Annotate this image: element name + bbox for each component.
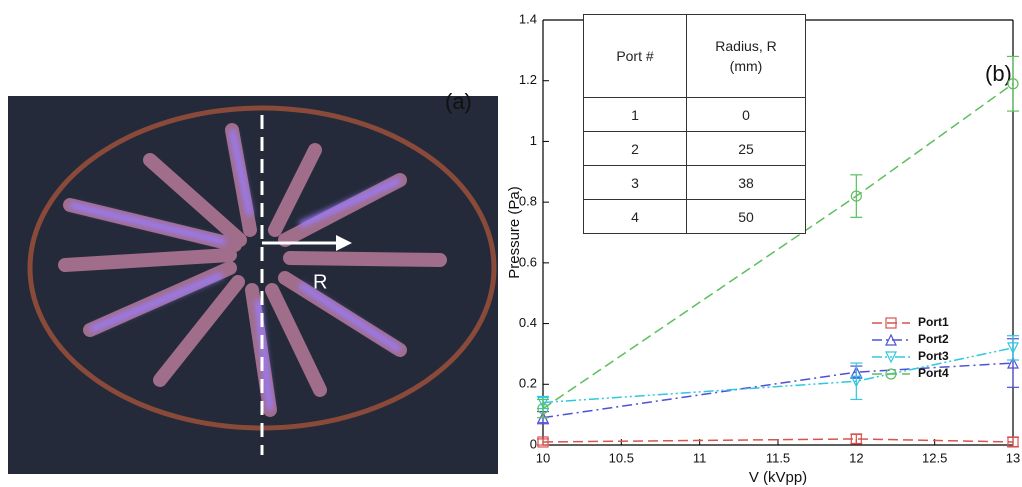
chart: 00.20.40.60.811.21.410 10.5 11 11.5 12 12.5 13… — [506, 11, 1020, 486]
marker — [850, 375, 863, 388]
table-cell: 0 — [686, 97, 806, 132]
series-line — [542, 362, 1014, 419]
legend-label: Port4 — [918, 366, 949, 380]
marker — [537, 436, 549, 448]
port-table: Port # Radius, R (mm) 1 0 2 25 3 38 4 50 — [583, 14, 806, 234]
legend-entry: Port4 — [872, 366, 949, 380]
series-line — [542, 347, 1014, 404]
y-tick-label: 1 — [530, 133, 537, 148]
legend-entry: Port1 — [872, 315, 949, 329]
x-axis-label: V (kVpp) — [749, 469, 807, 486]
x-tick-label: 11 — [693, 450, 707, 465]
radius-arrowhead — [336, 235, 352, 251]
marker — [1007, 356, 1019, 369]
header-text: Radius, R (mm) — [715, 38, 777, 74]
y-tick-label: 0 — [530, 436, 537, 451]
header-cell: Port # — [583, 14, 687, 98]
y-axis-label: Pressure (Pa) — [506, 186, 523, 279]
marker — [537, 396, 549, 409]
table-row: 2 25 — [583, 131, 806, 166]
series — [537, 433, 1019, 448]
x-tick-label: 12 — [849, 450, 863, 465]
marker — [885, 333, 897, 346]
marker — [850, 190, 862, 202]
marker — [1007, 78, 1019, 90]
table-cell: 2 — [583, 131, 687, 166]
plasma-glow — [69, 129, 402, 411]
table-row: 4 50 — [583, 199, 806, 234]
marker — [1007, 436, 1019, 448]
table-cell: 38 — [686, 165, 806, 200]
marker — [1007, 342, 1019, 355]
y-tick-label: 0.4 — [519, 315, 537, 330]
y-tick-label: 1.4 — [519, 11, 537, 26]
table-cell: 4 — [583, 199, 687, 234]
x-tick-label: 11.5 — [766, 450, 790, 465]
error-bar — [537, 398, 549, 419]
error-bar — [850, 362, 863, 401]
marker — [850, 433, 862, 445]
radius-label: R — [313, 271, 327, 293]
table-header: Port # Radius, R (mm) — [583, 14, 806, 98]
y-tick-label: 0.6 — [519, 254, 537, 269]
table-cell: 50 — [686, 199, 806, 234]
table-cell: 25 — [686, 131, 806, 166]
error-bar — [1007, 55, 1019, 112]
table-cell: 3 — [583, 165, 687, 200]
panel-label: (a) — [445, 89, 472, 114]
marker — [885, 368, 897, 380]
table-cell: 1 — [583, 97, 687, 132]
y-tick-label: 1.2 — [519, 72, 537, 87]
legend-label: Port3 — [918, 349, 949, 363]
marker — [537, 402, 549, 415]
legend-label: Port2 — [918, 332, 949, 346]
error-bar — [1007, 335, 1019, 361]
x-tick-label: 10 — [536, 450, 550, 465]
x-tick-label: 12.5 — [922, 450, 947, 465]
y-tick-label: 0.2 — [519, 376, 537, 391]
x-tick-label: 13 — [1006, 450, 1020, 465]
legend-entry: Port3 — [872, 349, 949, 364]
marker — [885, 317, 897, 329]
error-bar — [850, 174, 863, 218]
y-tick-label: 0.8 — [519, 194, 537, 209]
x-tick-label: 10.5 — [609, 450, 634, 465]
marker — [885, 351, 897, 364]
table-row: 3 38 — [583, 165, 806, 200]
series — [537, 55, 1019, 419]
legend-label: Port1 — [918, 315, 949, 329]
photo: R (a) — [8, 89, 498, 474]
legend-entry: Port2 — [872, 332, 949, 346]
header-cell: Radius, R (mm) — [686, 14, 806, 98]
panel-label: (b) — [985, 61, 1012, 86]
error-bar — [537, 438, 549, 446]
series — [537, 335, 1019, 410]
